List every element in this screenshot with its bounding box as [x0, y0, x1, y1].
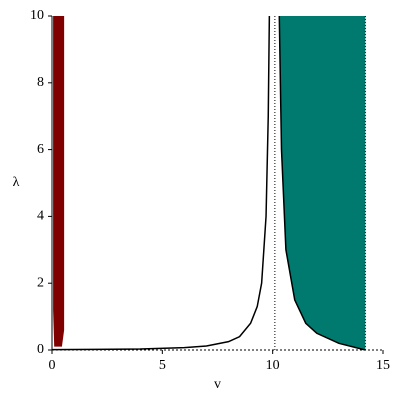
y-tick-label: 6 [37, 142, 44, 157]
y-tick-label: 0 [37, 342, 44, 357]
x-tick-label: 10 [266, 358, 280, 373]
x-tick-label: 5 [159, 358, 166, 373]
x-tick-label: 0 [49, 358, 56, 373]
y-axis-label: λ [13, 175, 20, 190]
y-tick-label: 2 [37, 275, 44, 290]
curve [278, 15, 366, 351]
x-tick-label: 15 [376, 358, 390, 373]
region [279, 16, 366, 350]
x-axis-label: v [214, 377, 221, 392]
curve [51, 15, 271, 351]
region [53, 16, 65, 347]
y-tick-label: 10 [30, 8, 44, 23]
y-tick-label: 4 [37, 209, 44, 224]
y-tick-label: 8 [37, 75, 44, 90]
